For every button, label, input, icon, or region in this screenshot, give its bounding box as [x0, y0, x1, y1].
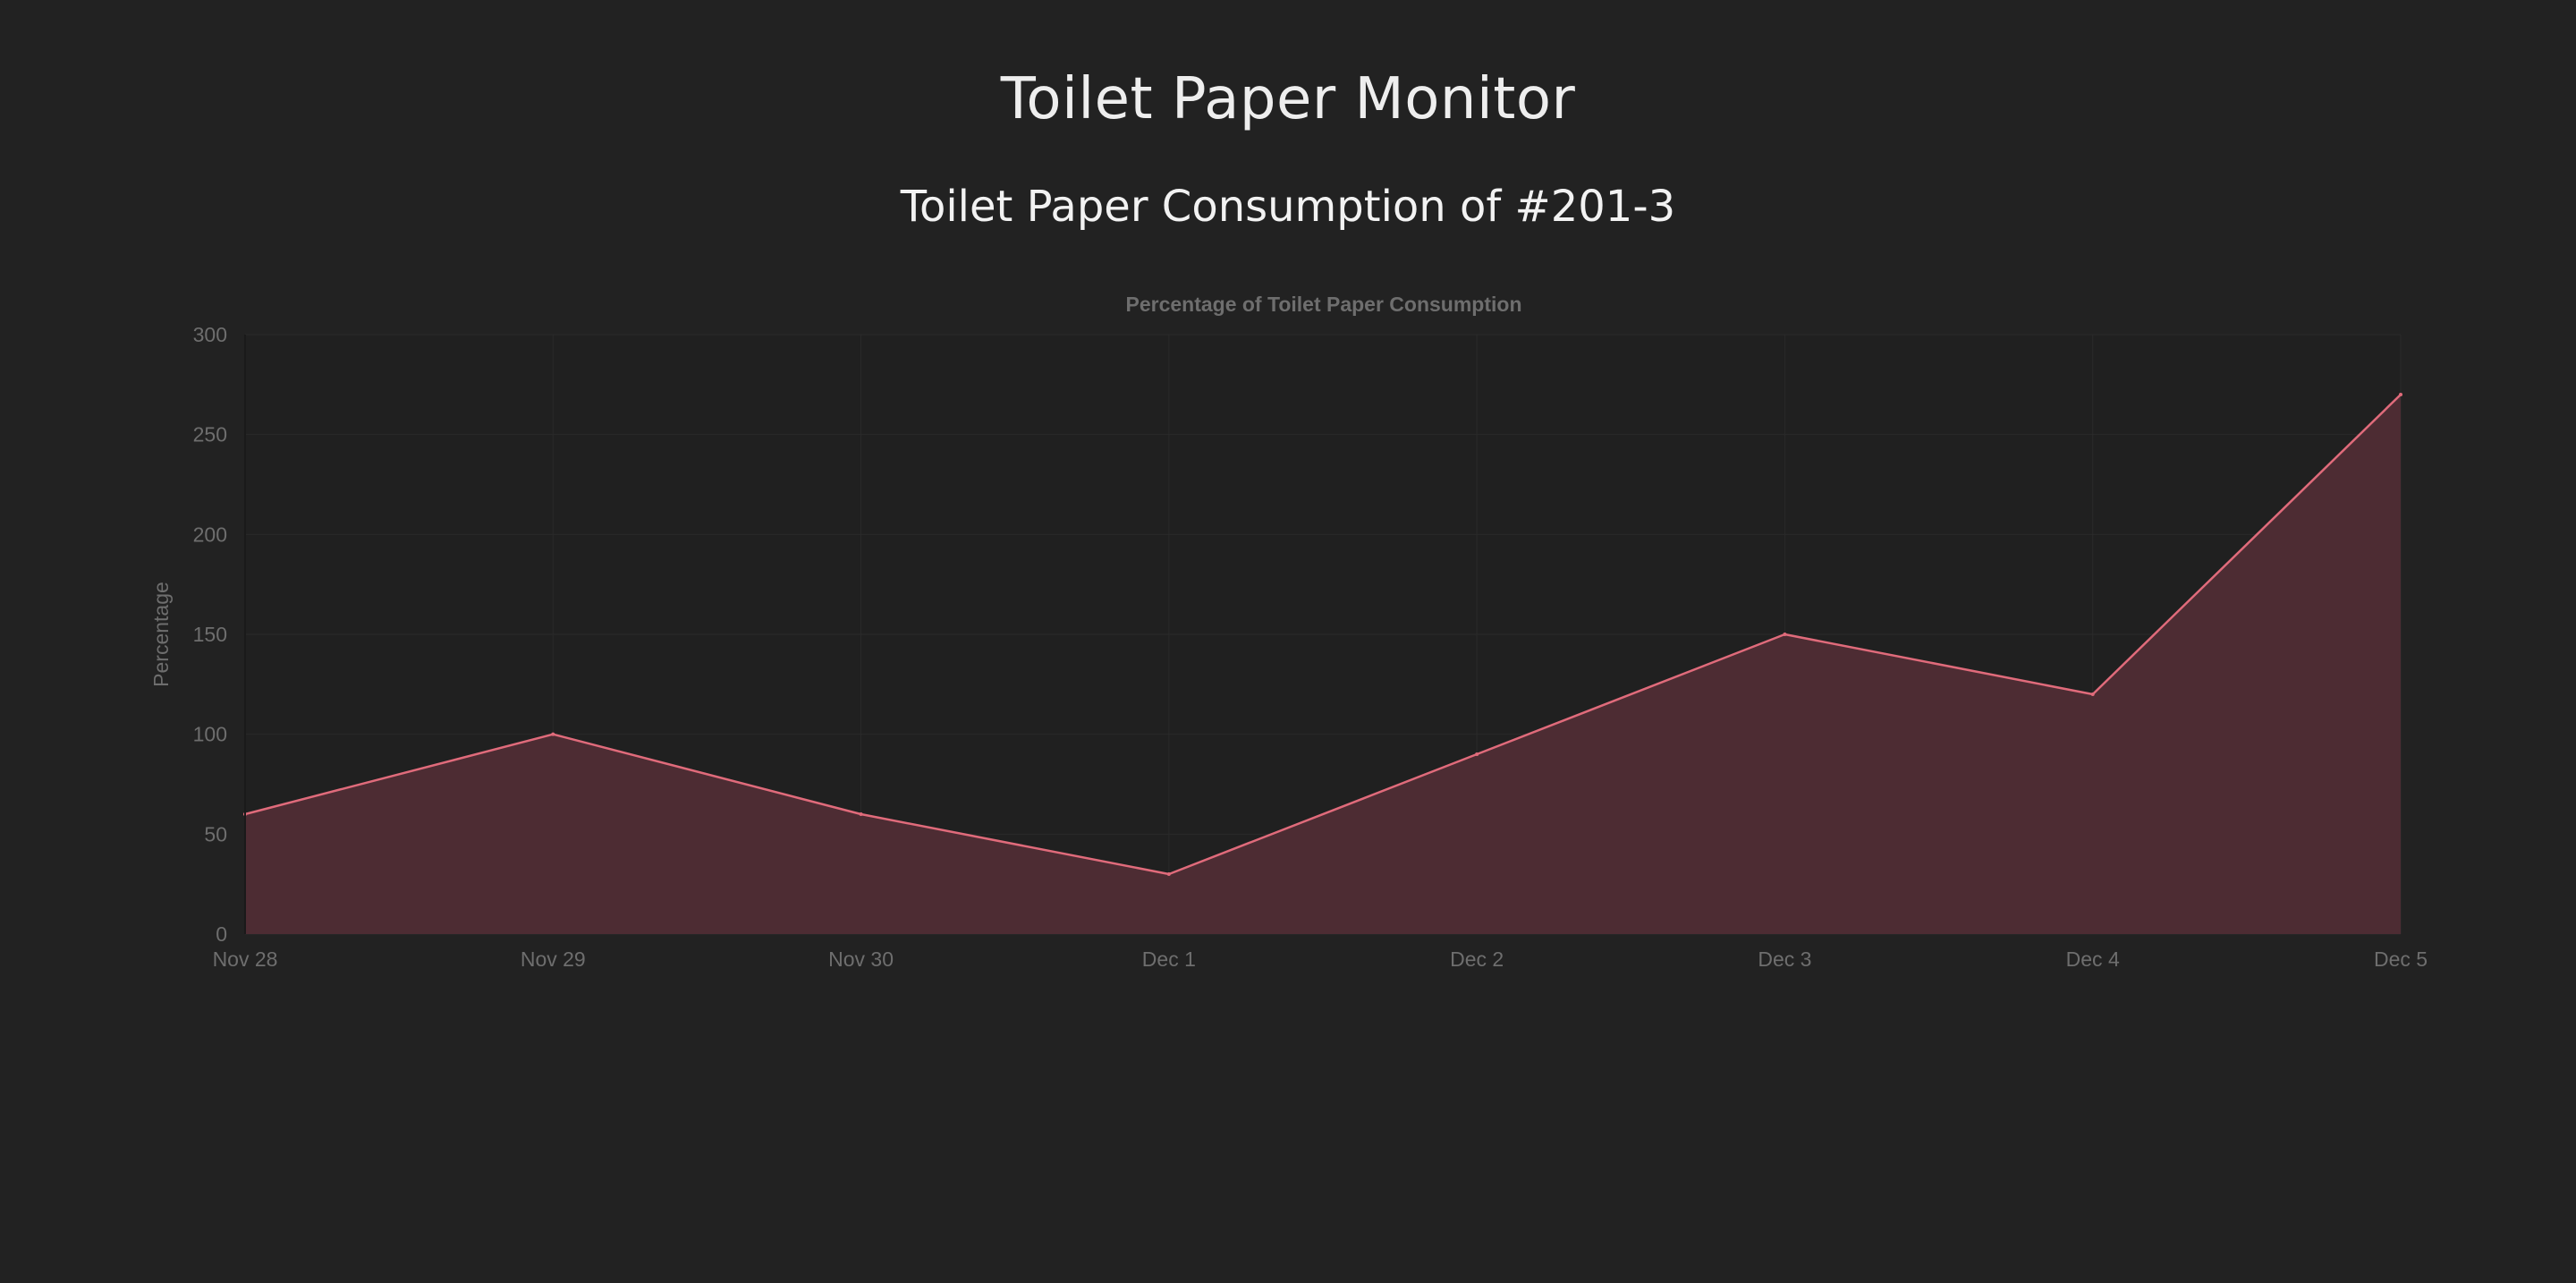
data-point-3	[1166, 872, 1171, 876]
x-tick-label: Dec 5	[2374, 947, 2428, 971]
y-tick-label: 150	[193, 623, 227, 646]
data-point-6	[2090, 692, 2095, 696]
data-point-5	[1783, 633, 1787, 636]
y-tick-label: 200	[193, 523, 227, 546]
y-tick-label: 100	[193, 723, 227, 746]
x-tick-label: Nov 30	[828, 947, 894, 971]
x-tick-label: Dec 2	[1450, 947, 1504, 971]
y-axis-label: Percentage	[149, 582, 173, 687]
y-tick-labels: 0 50 100 150 200 250 300	[193, 323, 227, 946]
chart-title: Percentage of Toilet Paper Consumption	[1125, 293, 1521, 316]
y-tick-label: 0	[216, 922, 227, 946]
data-point-1	[551, 732, 555, 736]
series-area-fill	[245, 395, 2401, 934]
x-tick-label: Nov 29	[521, 947, 586, 971]
app-title: Toilet Paper Monitor	[1000, 66, 1576, 132]
chart-heading: Toilet Paper Consumption of #201-3	[900, 182, 1676, 232]
series-line	[244, 394, 2402, 876]
y-tick-label: 50	[204, 822, 227, 845]
x-tick-label: Nov 28	[213, 947, 278, 971]
data-point-4	[1475, 752, 1479, 756]
x-tick-label: Dec 4	[2066, 947, 2120, 971]
x-tick-label: Dec 3	[1758, 947, 1811, 971]
x-tick-label: Dec 1	[1142, 947, 1196, 971]
y-tick-label: 300	[193, 323, 227, 346]
y-tick-label: 250	[193, 423, 227, 446]
data-point-2	[859, 812, 863, 816]
x-tick-labels: Nov 28 Nov 29 Nov 30 Dec 1 Dec 2 Dec 3 Dec 4 De…	[213, 947, 2428, 971]
data-point-7	[2399, 393, 2402, 396]
